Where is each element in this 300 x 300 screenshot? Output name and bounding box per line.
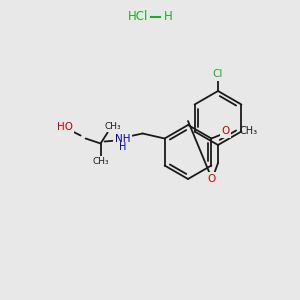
Text: H: H [164, 11, 172, 23]
Text: HCl: HCl [128, 11, 148, 23]
Text: O: O [221, 127, 230, 136]
Text: CH₃: CH₃ [92, 157, 109, 166]
Text: H: H [119, 142, 126, 152]
Text: O: O [208, 174, 216, 184]
Text: CH₃: CH₃ [239, 127, 257, 136]
Text: HO: HO [57, 122, 73, 133]
Text: CH₃: CH₃ [104, 122, 121, 131]
Text: Cl: Cl [213, 69, 223, 79]
Text: NH: NH [115, 134, 130, 143]
